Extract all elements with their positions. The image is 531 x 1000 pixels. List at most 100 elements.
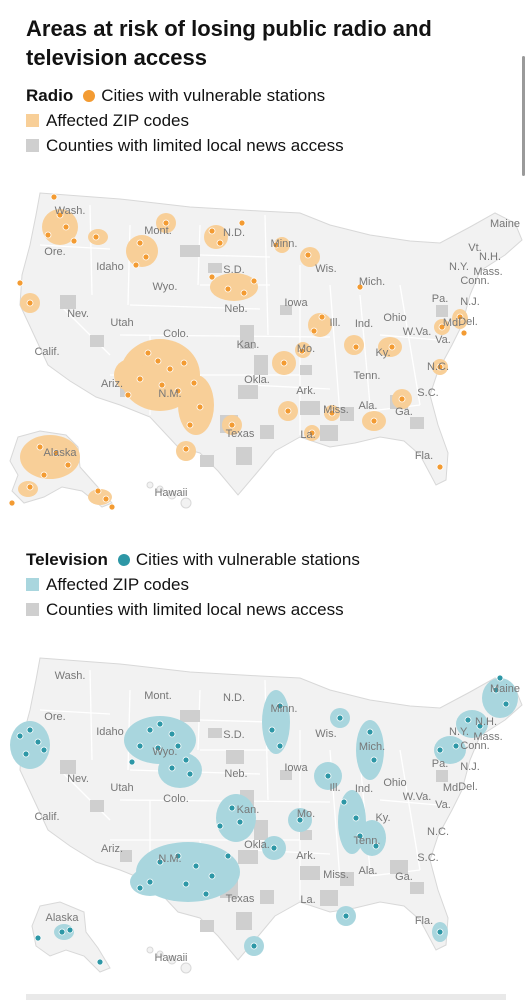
tv-state-label: Wash. [55,670,86,682]
tv-state-label: Nev. [67,773,89,785]
radio-state-label: W.Va. [403,326,432,338]
tv-state-label: Pa. [432,758,449,770]
radio-state-label: N.H. [479,251,501,263]
radio-legend-counties: Counties with limited local news access [26,133,344,158]
radio-state-label: Del. [458,316,478,328]
tv-state-label: Wyo. [153,746,178,758]
radio-state-label: Md. [443,317,461,329]
scrollbar[interactable] [522,56,525,176]
tv-dot-swatch [117,553,130,566]
tv-state-label: Ala. [359,865,378,877]
radio-state-labels: Wash. Ore. Idaho Mont. N.D. Minn. Wis. Mich. S.D… [34,205,520,499]
radio-state-label: N.J. [460,296,480,308]
radio-state-label: Colo. [163,328,189,340]
tv-state-label: Mich. [359,741,385,753]
tv-city-dots [16,674,510,966]
tv-state-label: Okla. [244,839,270,851]
footer-note-fragment [26,994,506,1000]
radio-state-label: Mo. [297,343,315,355]
radio-county-label: Counties with limited local news access [46,136,344,155]
radio-heading: Radio [26,86,74,105]
tv-dot-label: Cities with vulnerable stations [135,550,360,569]
tv-state-label: Calif. [34,811,59,823]
tv-state-label: Ariz. [101,843,123,855]
radio-state-label: S.C. [417,387,438,399]
radio-state-label: Vt. [468,242,481,254]
radio-map: Wash. Ore. Idaho Mont. N.D. Minn. Wis. Mich. S.D… [8,192,523,511]
tv-state-label: N.H. [475,716,497,728]
radio-state-label: Minn. [271,238,298,250]
radio-state-label: Wash. [55,205,86,217]
radio-zip-swatch [26,114,39,127]
radio-state-label: Nev. [67,308,89,320]
tv-state-label: Md. [443,782,461,794]
tv-state-label: W.Va. [403,791,432,803]
tv-state-label: Conn. [460,740,489,752]
tv-legend-dots: Television Cities with vulnerable statio… [26,547,360,572]
tv-state-label: Ga. [395,871,413,883]
radio-legend-zip: Affected ZIP codes [26,108,344,133]
radio-state-label: Mich. [359,276,385,288]
tv-state-label: Ohio [383,777,406,789]
tv-state-label: Ky. [375,812,390,824]
radio-state-label: Neb. [224,303,247,315]
tv-state-label: S.C. [417,852,438,864]
tv-state-label: Idaho [96,726,124,738]
chart-title: Areas at risk of losing public radio and… [26,16,432,70]
radio-state-label: Iowa [284,297,308,309]
tv-state-label: Colo. [163,793,189,805]
radio-state-label: Utah [110,317,133,329]
radio-state-label: Ill. [330,317,341,329]
radio-state-label: Ohio [383,312,406,324]
radio-state-label: Maine [490,218,520,230]
radio-state-label: N.Y. [449,261,469,273]
radio-state-label: Idaho [96,261,124,273]
tv-state-label: Ind. [355,783,373,795]
tv-state-label: Iowa [284,762,308,774]
tv-state-label: S.D. [223,729,244,741]
radio-county-swatch [26,139,39,152]
radio-state-label: Ala. [359,400,378,412]
radio-legend: Radio Cities with vulnerable stations Af… [26,83,344,158]
radio-state-label: N.D. [223,227,245,239]
radio-legend-dots: Radio Cities with vulnerable stations [26,83,344,108]
tv-county-label: Counties with limited local news access [46,600,344,619]
tv-heading: Television [26,550,108,569]
tv-state-label: N.Y. [449,726,469,738]
tv-legend-counties: Counties with limited local news access [26,597,360,622]
tv-limited-counties [60,710,448,932]
radio-state-label: Tenn. [354,370,381,382]
tv-state-label: N.C. [427,826,449,838]
tv-state-label: Del. [458,781,478,793]
tv-state-label: Miss. [323,869,349,881]
radio-zip-label: Affected ZIP codes [46,111,190,130]
radio-state-label: Ore. [44,246,65,258]
tv-state-label: Ark. [296,850,316,862]
radio-state-label: Ark. [296,385,316,397]
tv-state-label: Ill. [330,782,341,794]
radio-state-label: N.M. [158,388,181,400]
tv-state-label: N.D. [223,692,245,704]
tv-state-label: Utah [110,782,133,794]
tv-county-swatch [26,603,39,616]
radio-state-label: Va. [435,334,451,346]
radio-state-label: N.C. [427,361,449,373]
tv-state-label: Minn. [271,703,298,715]
radio-dot-swatch [83,89,96,102]
tv-state-label: Mass. [473,731,502,743]
tv-map: Wash. Ore. Idaho Mont. N.D. Minn. Wis. Mich. S.D… [10,657,523,974]
tv-legend-zip: Affected ZIP codes [26,572,360,597]
radio-state-label: Fla. [415,450,433,462]
radio-state-label: S.D. [223,264,244,276]
tv-state-label: N.J. [460,761,480,773]
tv-state-label: Neb. [224,768,247,780]
radio-state-label: Hawaii [154,487,187,499]
radio-city-dots [8,193,468,511]
radio-state-label: Conn. [460,275,489,287]
tv-state-label: La. [300,894,315,906]
tv-state-label: Ore. [44,711,65,723]
tv-state-label: Maine [490,683,520,695]
radio-state-label: Ind. [355,318,373,330]
tv-legend: Television Cities with vulnerable statio… [26,547,360,622]
radio-dot-label: Cities with vulnerable stations [101,86,326,105]
